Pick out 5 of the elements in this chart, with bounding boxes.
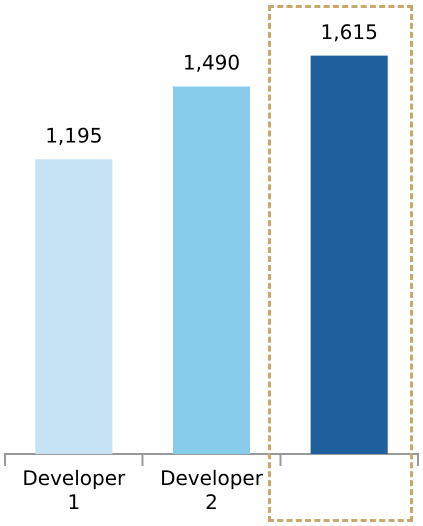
- x-tick-label: Developer 2: [160, 466, 264, 514]
- data-label: 1,195: [45, 123, 102, 148]
- x-tick-label: Developer 1: [22, 466, 126, 514]
- data-label: 1,490: [182, 50, 240, 75]
- data-label: 1,615: [320, 20, 378, 44]
